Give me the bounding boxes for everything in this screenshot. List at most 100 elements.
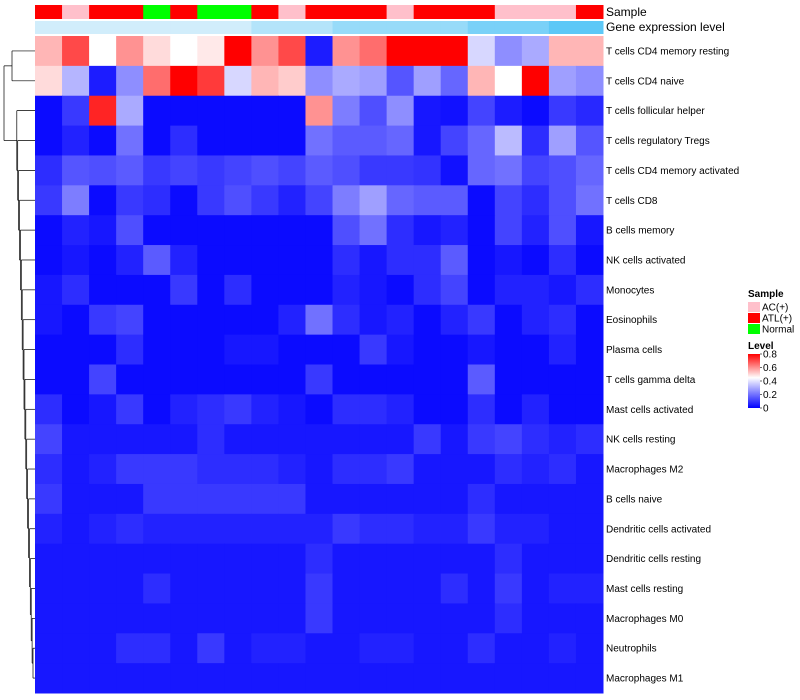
heatmap-cell [116, 245, 144, 276]
heatmap-cell [332, 274, 361, 306]
heatmap-cell [332, 424, 361, 455]
row-labels: T cells CD4 memory resting T cells CD4 na… [606, 46, 739, 684]
heatmap-cell [35, 245, 63, 276]
heatmap-cell [548, 125, 577, 156]
heatmap-cell [170, 155, 198, 186]
heatmap-cell [197, 483, 225, 515]
heatmap-cell [278, 663, 306, 694]
heatmap-cell [467, 483, 496, 515]
heatmap-cell [224, 215, 252, 246]
heatmap-cell [521, 543, 550, 575]
heatmap-cell [224, 364, 252, 395]
heatmap-cell [305, 155, 334, 186]
sample-annotation-cell [521, 5, 550, 19]
heatmap-cell [251, 454, 279, 485]
heatmap-cell [143, 633, 171, 664]
heatmap-cell [575, 633, 604, 664]
heatmap-cell [332, 663, 361, 694]
row-label: T cells regulatory Tregs [606, 136, 710, 147]
heatmap-cell [116, 185, 144, 216]
heatmap-cell [359, 125, 388, 156]
heatmap-cell [467, 663, 496, 694]
sample-annotation-cell [413, 5, 442, 19]
legend: Sample AC(+)ATL(+)Normal Level 0.8 0.6 0.4… [748, 289, 794, 415]
heatmap-cell [62, 65, 90, 97]
heatmap-cell [143, 36, 171, 67]
heatmap-cell [170, 215, 198, 246]
heatmap-cell [359, 454, 388, 485]
expression-annotation-cell [494, 21, 523, 34]
heatmap-cell [440, 633, 469, 664]
heatmap-cell [143, 573, 171, 604]
heatmap-cell [467, 364, 496, 395]
row-label: T cells CD8 [606, 196, 658, 207]
heatmap-cell [521, 215, 550, 246]
heatmap-cell [251, 155, 279, 186]
heatmap-cell [62, 245, 90, 276]
heatmap-cell [143, 215, 171, 246]
heatmap-cell [116, 36, 144, 67]
heatmap-cell [305, 633, 334, 664]
heatmap-cell [521, 573, 550, 604]
heatmap-cell [251, 573, 279, 604]
heatmap-cell [305, 543, 334, 575]
heatmap-cell [251, 513, 279, 545]
heatmap-cell [224, 454, 252, 485]
heatmap-cell [467, 513, 496, 545]
heatmap-cell [170, 633, 198, 664]
heatmap-cell [35, 185, 63, 216]
heatmap-cell [494, 185, 523, 216]
heatmap-cell [413, 334, 442, 365]
heatmap-cell [413, 513, 442, 545]
heatmap-cell [89, 424, 117, 455]
sample-annotation-cell [548, 5, 577, 19]
heatmap-cell [89, 543, 117, 575]
sample-annotation-cell [224, 5, 252, 19]
heatmap-cell [440, 543, 469, 575]
heatmap-cell [278, 155, 306, 186]
heatmap-cell [197, 573, 225, 604]
heatmap-cell [413, 215, 442, 246]
sample-annotation-label: Sample [606, 5, 647, 19]
heatmap-cell [548, 394, 577, 425]
heatmap-cell [359, 185, 388, 216]
heatmap-cell [548, 543, 577, 575]
sample-annotation-cell [170, 5, 198, 19]
heatmap-cell [143, 125, 171, 156]
heatmap-cell [386, 663, 415, 694]
heatmap-cells [35, 36, 604, 694]
heatmap-cell [575, 424, 604, 455]
heatmap-cell [575, 543, 604, 575]
heatmap-cell [386, 483, 415, 515]
heatmap-cell [143, 454, 171, 485]
heatmap-cell [467, 185, 496, 216]
heatmap-cell [251, 215, 279, 246]
heatmap-cell [35, 334, 63, 365]
heatmap-cell [116, 364, 144, 395]
heatmap-cell [332, 36, 361, 67]
sample-annotation-cell [467, 5, 496, 19]
heatmap-cell [197, 155, 225, 186]
heatmap-cell [197, 125, 225, 156]
heatmap-cell [62, 633, 90, 664]
heatmap-cell [62, 95, 90, 127]
heatmap-cell [440, 215, 469, 246]
heatmap-cell [494, 304, 523, 336]
heatmap-cell [494, 483, 523, 515]
heatmap-cell [170, 185, 198, 216]
heatmap-cell [521, 185, 550, 216]
legend-level-ticks: 0.8 0.6 0.4 0.2 0 [760, 350, 777, 415]
heatmap-cell [305, 185, 334, 216]
heatmap-cell [386, 304, 415, 336]
row-label: NK cells activated [606, 255, 685, 266]
heatmap-cell [548, 573, 577, 604]
legend-sample-label: Normal [762, 325, 794, 336]
heatmap-cell [548, 36, 577, 67]
heatmap-cell [35, 155, 63, 186]
heatmap-cell [494, 36, 523, 67]
heatmap-cell [440, 185, 469, 216]
heatmap-cell [386, 36, 415, 67]
heatmap-cell [575, 573, 604, 604]
heatmap-cell [440, 663, 469, 694]
legend-sample-label: AC(+) [762, 303, 788, 314]
